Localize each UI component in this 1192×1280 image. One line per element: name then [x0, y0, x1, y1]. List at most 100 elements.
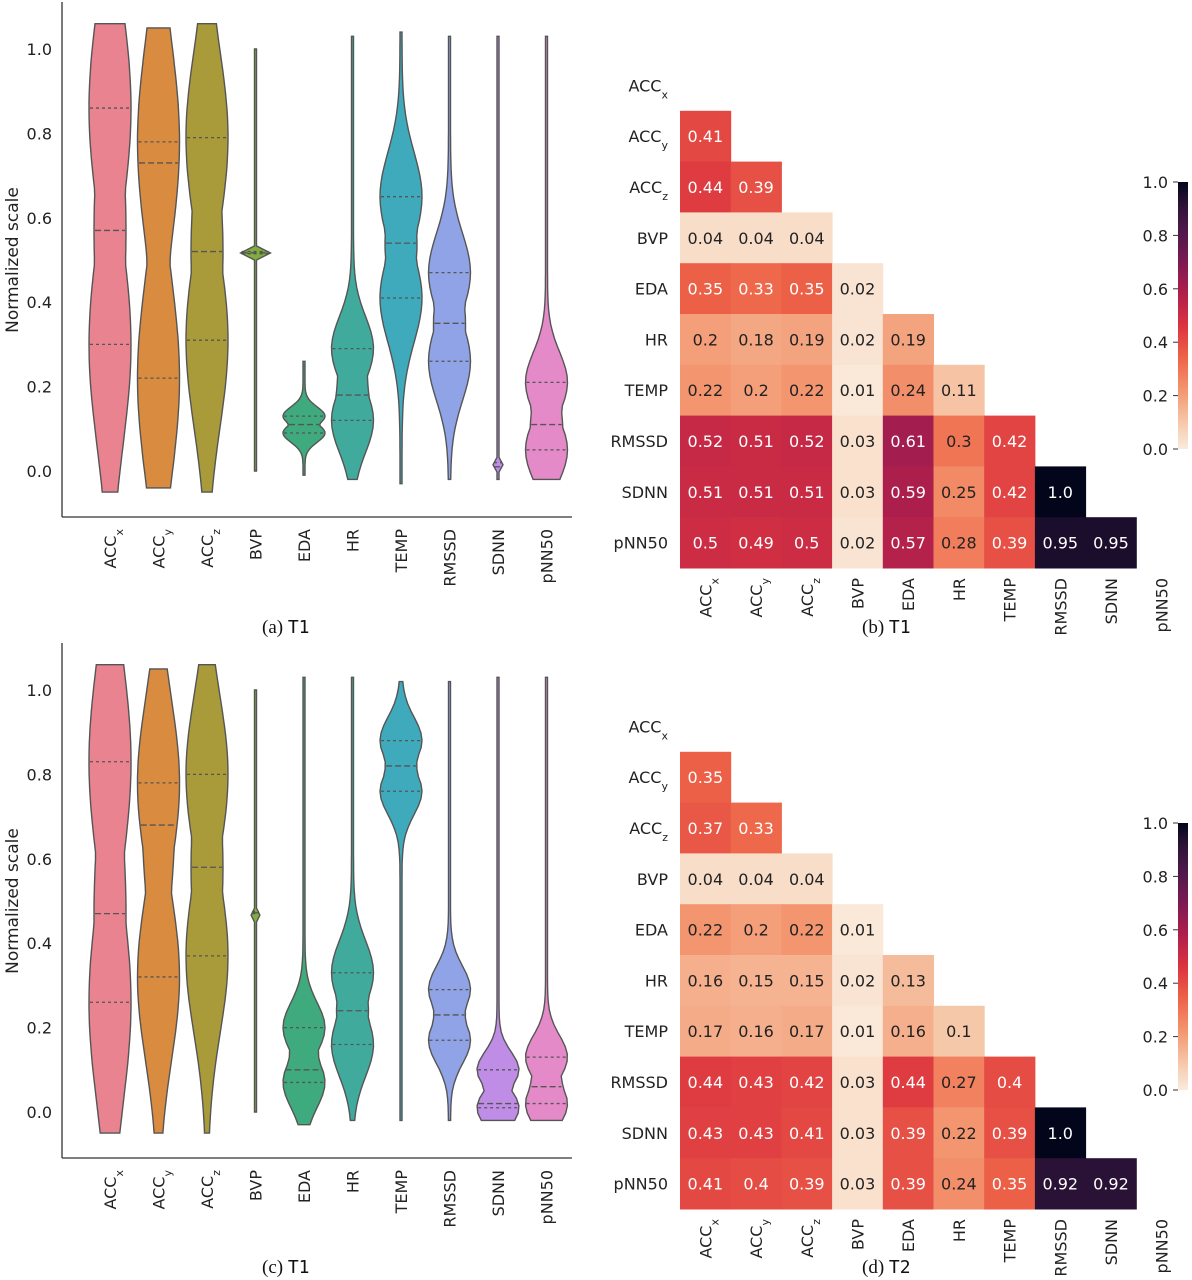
- colorbar-tick-label: 1.0: [1143, 173, 1168, 192]
- col-label: EDA: [899, 1219, 918, 1252]
- cell-value: 0.25: [941, 483, 977, 502]
- cell-value: 0.95: [1042, 534, 1078, 553]
- heatmap-cell: [832, 955, 884, 1007]
- cell-value: 0.35: [789, 280, 825, 299]
- x-tick-sub: z: [210, 1170, 223, 1176]
- row-label-2: ACCz: [629, 178, 668, 203]
- x-tick-sub: y: [161, 1170, 174, 1177]
- row-label-base: HR: [645, 330, 668, 349]
- cell-value: 0.49: [738, 534, 774, 553]
- x-tick-6: TEMP: [392, 1170, 411, 1215]
- col-label-base: TEMP: [1001, 1219, 1020, 1264]
- x-tick-6: TEMP: [392, 529, 411, 574]
- cell-value: 0.22: [789, 921, 825, 940]
- heatmap-cell: [680, 751, 732, 804]
- col-label: TEMP: [1001, 578, 1020, 623]
- heatmap-cell: [680, 1158, 732, 1210]
- x-tick-label: pNN50: [538, 1170, 557, 1224]
- cell-value: 0.22: [688, 381, 724, 400]
- x-tick-8: SDNN: [489, 1170, 508, 1216]
- cell-value: 0.2: [693, 330, 718, 349]
- heatmap-cell: [832, 364, 884, 417]
- cell-value: 0.04: [738, 229, 774, 248]
- heatmap-cell: [680, 161, 732, 213]
- col-label: HR: [950, 1219, 969, 1242]
- violin-1: [136, 27, 181, 489]
- heatmap-cell: [933, 364, 985, 417]
- row-label-2: ACCz: [629, 819, 668, 844]
- heatmap-cell: [680, 415, 732, 467]
- heatmap-cell: [984, 466, 1036, 518]
- heatmap-cell: [933, 1158, 985, 1210]
- cell-value: 0.39: [890, 1124, 926, 1143]
- x-tick-base: ACC: [198, 535, 217, 568]
- col-label-base: HR: [950, 578, 969, 601]
- col-label-sub: z: [809, 578, 822, 584]
- x-tick-sub: y: [161, 529, 174, 536]
- cell-value: 0.24: [941, 1175, 977, 1194]
- col-label-base: SDNN: [1102, 1219, 1121, 1265]
- col-tick-8: SDNN: [1102, 1219, 1121, 1265]
- col-label: SDNN: [1102, 578, 1121, 624]
- cell-value: 0.37: [688, 819, 724, 838]
- heatmap-cell: [882, 364, 934, 417]
- x-tick-base: EDA: [295, 1170, 314, 1203]
- heatmap-cell: [882, 955, 934, 1007]
- row-label-6: TEMP: [624, 381, 669, 400]
- x-tick-base: ACC: [101, 536, 120, 569]
- col-label-sub: x: [708, 1219, 721, 1226]
- row-label-base: ACC: [629, 178, 662, 197]
- row-label-base: ACC: [629, 819, 662, 838]
- cell-value: 0.19: [890, 330, 926, 349]
- row-label-base: ACC: [628, 76, 661, 95]
- caption-tag: T2: [889, 1257, 911, 1278]
- row-label-4: EDA: [635, 921, 668, 940]
- x-tick-label: BVP: [247, 529, 266, 560]
- colorbar-tick-label: 0.6: [1143, 921, 1168, 940]
- x-tick-base: BVP: [247, 529, 266, 560]
- col-label: EDA: [899, 578, 918, 611]
- heatmap-cell: [730, 415, 782, 467]
- x-tick-7: RMSSD: [441, 529, 460, 587]
- heatmap-cell: [730, 1158, 782, 1210]
- y-tick-label: 0.6: [27, 850, 52, 869]
- col-tick-3: BVP: [848, 578, 867, 609]
- x-tick-base: HR: [344, 1170, 363, 1193]
- y-tick-label: 0.4: [27, 293, 52, 312]
- heatmap-cell: [730, 802, 782, 854]
- cell-value: 0.51: [688, 483, 724, 502]
- heatmap-cell: [984, 415, 1036, 467]
- heatmap-cell: [1034, 517, 1087, 569]
- cell-value: 0.03: [840, 1124, 876, 1143]
- heatmap-cell: [933, 1056, 985, 1108]
- cell-value: 0.04: [688, 870, 724, 889]
- col-label: ACCx: [696, 1219, 721, 1259]
- heatmap-cell: [882, 1158, 934, 1210]
- heatmap-cell: [680, 1107, 732, 1159]
- cell-value: 0.18: [738, 330, 774, 349]
- x-tick-label: TEMP: [392, 1170, 411, 1215]
- row-label-sub: z: [662, 831, 668, 844]
- heatmap-cell: [1085, 517, 1137, 569]
- x-tick-5: HR: [344, 1170, 363, 1193]
- row-label-base: pNN50: [614, 534, 668, 553]
- caption-a: (a) T1: [262, 617, 310, 638]
- cell-value: 0.16: [738, 1022, 774, 1041]
- x-tick-label: RMSSD: [441, 529, 460, 587]
- x-tick-base: RMSSD: [441, 529, 460, 587]
- row-label-base: BVP: [637, 870, 668, 889]
- x-tick-3: BVP: [247, 529, 266, 560]
- x-tick-5: HR: [344, 529, 363, 552]
- heatmap-cell: [730, 263, 782, 315]
- row-label-6: TEMP: [624, 1022, 669, 1041]
- heatmap-panel-d: ACCxACCyACCzBVPEDAHRTEMPRMSSDSDNNpNN500.…: [610, 717, 1188, 1277]
- col-label-base: ACC: [798, 584, 817, 617]
- x-tick-label: BVP: [247, 1170, 266, 1201]
- x-tick-label: SDNN: [489, 1170, 508, 1216]
- row-label-0: ACCx: [628, 76, 668, 101]
- heatmap-cell: [781, 1056, 833, 1108]
- cell-value: 0.44: [688, 1073, 724, 1092]
- row-label-base: EDA: [635, 280, 668, 299]
- heatmap-cell: [832, 1107, 884, 1159]
